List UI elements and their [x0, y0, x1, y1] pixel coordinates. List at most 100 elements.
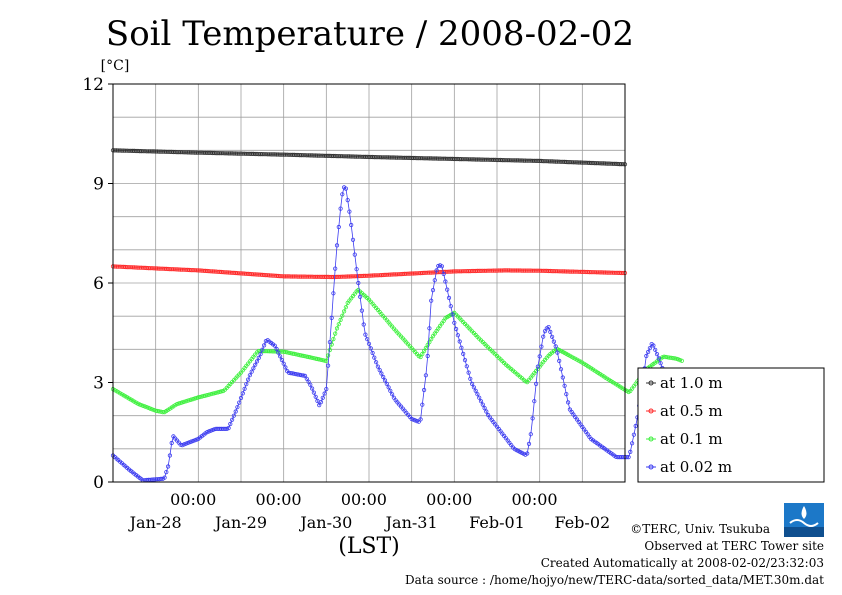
data-point	[334, 243, 340, 248]
data-point	[375, 364, 380, 369]
data-point	[212, 391, 217, 396]
data-point	[525, 451, 530, 456]
data-point	[653, 347, 658, 352]
data-point	[260, 347, 265, 352]
series-at-0-02-m	[110, 185, 685, 483]
y-tick-label: 6	[93, 274, 104, 294]
data-point	[196, 395, 201, 400]
data-point	[558, 367, 564, 372]
data-point	[247, 373, 252, 378]
data-point	[418, 354, 423, 360]
data-point	[466, 370, 471, 375]
data-point	[461, 351, 466, 356]
data-point	[174, 401, 180, 407]
data-point	[302, 373, 308, 378]
data-point	[341, 309, 347, 314]
data-point	[389, 392, 395, 397]
data-point	[242, 386, 247, 391]
data-point	[249, 369, 254, 374]
data-point	[192, 396, 197, 401]
data-point	[141, 403, 146, 408]
legend-label: at 0.5 m	[660, 402, 723, 420]
data-point	[455, 333, 460, 338]
data-point	[448, 304, 453, 309]
data-point	[553, 344, 558, 349]
data-point	[327, 339, 332, 345]
data-point	[343, 305, 348, 310]
data-point	[276, 350, 281, 355]
data-point	[482, 405, 487, 411]
data-point	[331, 291, 336, 296]
legend-marker	[648, 408, 654, 414]
credit-created: Created Automatically at 2008-02-02/23:3…	[540, 556, 824, 570]
data-point	[468, 376, 473, 381]
data-point	[557, 358, 562, 363]
data-point	[452, 320, 457, 325]
data-point	[462, 357, 468, 363]
data-point	[434, 268, 439, 273]
data-point	[372, 355, 377, 360]
data-point	[253, 362, 258, 367]
data-point	[304, 376, 309, 381]
data-point	[308, 382, 313, 387]
data-point	[189, 397, 194, 402]
credit-source: Data source : /home/hojyo/new/TERC-data/…	[405, 573, 824, 587]
data-point	[528, 432, 533, 437]
legend-label: at 1.0 m	[660, 374, 723, 392]
data-point	[238, 395, 244, 401]
x-time-tick-label: 00:00	[341, 490, 387, 509]
data-point	[645, 349, 651, 355]
data-point	[386, 385, 391, 390]
data-point	[429, 336, 434, 342]
data-point	[366, 341, 372, 346]
data-point	[182, 399, 187, 404]
data-point	[450, 312, 455, 317]
data-point	[382, 378, 388, 383]
data-point	[427, 339, 432, 345]
data-point	[320, 395, 325, 400]
data-point	[279, 357, 284, 363]
data-point	[345, 198, 350, 203]
y-axis-unit-label: [°C]	[101, 58, 130, 74]
data-point	[430, 287, 436, 293]
data-point	[555, 350, 560, 355]
chart-title: Soil Temperature / 2008-02-02	[105, 14, 635, 54]
data-point	[365, 337, 370, 342]
data-point	[423, 345, 428, 351]
data-point	[340, 313, 345, 318]
data-point	[363, 332, 368, 337]
data-point	[647, 345, 653, 351]
data-point	[301, 373, 306, 378]
legend-label: at 0.02 m	[660, 458, 732, 476]
data-point	[313, 394, 318, 399]
data-point	[418, 417, 423, 422]
data-point	[228, 421, 233, 427]
data-point	[421, 387, 427, 393]
data-point	[164, 469, 169, 475]
data-point	[160, 409, 165, 415]
legend-label: at 0.1 m	[660, 430, 723, 448]
data-point	[235, 405, 240, 410]
data-point	[205, 392, 210, 398]
data-point	[564, 391, 569, 397]
data-point	[338, 206, 343, 211]
data-point	[370, 350, 375, 356]
axis-layer: 0 3 6 9 12 00:00 00:00 00:00 00:00 00:00 Jan-28 Jan…	[82, 75, 610, 532]
data-point	[343, 186, 348, 191]
data-point	[628, 449, 633, 454]
data-point	[322, 391, 327, 396]
data-point	[306, 379, 311, 384]
data-point	[560, 375, 565, 380]
data-point	[373, 360, 379, 365]
data-point	[537, 354, 542, 359]
data-point	[384, 381, 389, 386]
data-point	[654, 351, 660, 357]
data-point	[189, 439, 194, 444]
data-point	[283, 365, 288, 370]
x-date-label: Jan-31	[384, 513, 438, 532]
data-point	[231, 413, 236, 418]
data-point	[562, 383, 567, 388]
y-tick-label: 3	[93, 374, 104, 394]
data-point	[166, 464, 171, 469]
data-point	[214, 390, 219, 395]
